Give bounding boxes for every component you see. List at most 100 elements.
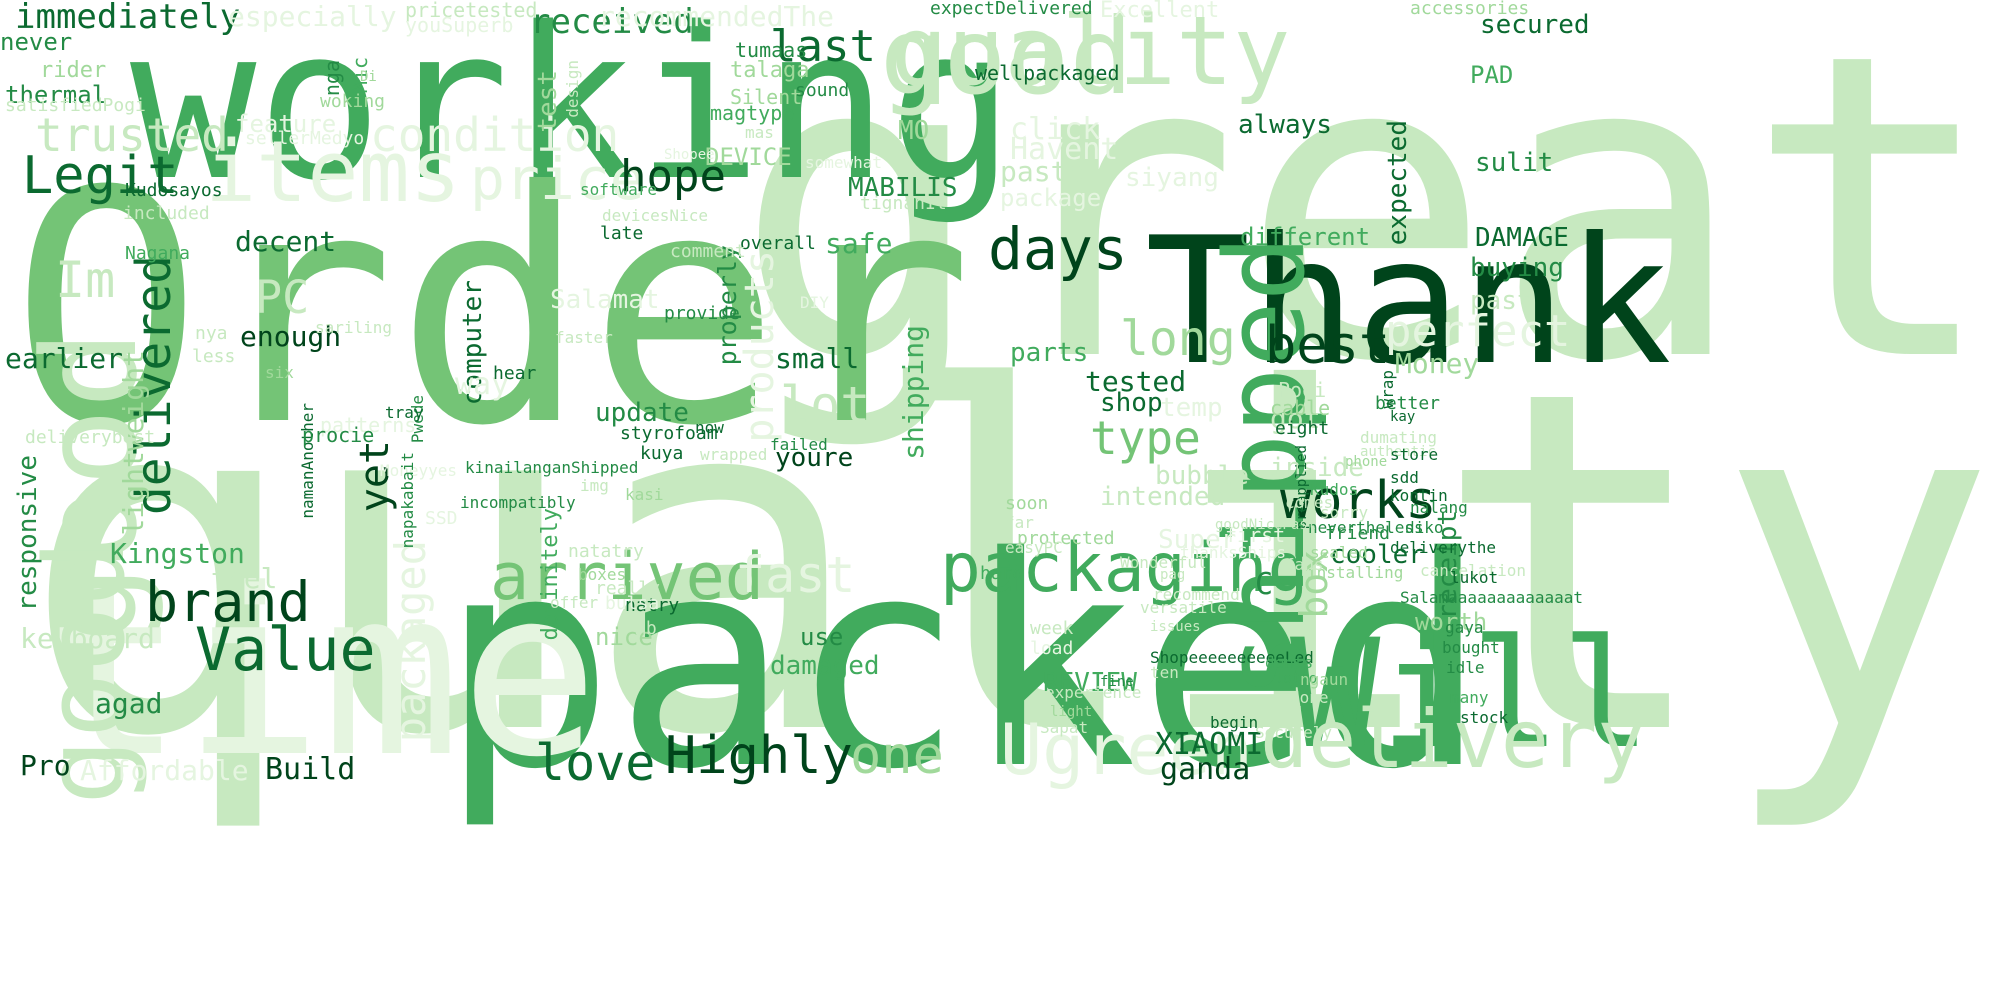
cloud-word: sound [795,80,850,101]
cloud-word: rider [40,58,107,83]
cloud-word: eight [1275,418,1330,439]
cloud-word: REVIEW [1043,668,1137,698]
cloud-word: products [737,250,783,443]
cloud-word: SSD [425,508,458,529]
cloud-word: tignanIt [860,193,947,214]
cloud-word: included [123,203,210,224]
cloud-word: ShopeeeeeeeeeeLed [1150,648,1314,667]
cloud-word: kasi [625,485,664,504]
cloud-word: update [595,398,689,428]
cloud-word: stock [1460,708,1509,727]
cloud-word: Salamat [550,285,660,315]
cloud-word: Pogi [1278,378,1327,402]
cloud-word: Di [360,69,377,85]
cloud-word: nice [595,623,653,651]
cloud-word: wrap [1378,370,1397,409]
cloud-word: Kudosayos [125,180,223,201]
cloud-word: hope [620,151,726,202]
cloud-word: kay [1390,409,1416,425]
cloud-word: failed [770,435,828,454]
cloud-word: comment [670,241,746,262]
cloud-word: worth [1415,608,1488,636]
cloud-word: satisfiedPogi [5,95,146,116]
cloud-word: first [1225,523,1286,547]
cloud-word: Kudos [1310,480,1359,499]
cloud-word: fans [1285,555,1324,574]
cloud-word: youre [775,443,854,473]
cloud-word: really [595,578,661,599]
cloud-word: different [1240,223,1371,251]
cloud-word: Securely [1255,723,1333,742]
cloud-word: last [770,21,876,72]
cloud-word: Will [1290,608,1652,782]
cloud-word: bought [1442,638,1500,657]
cloud-word: one [850,726,944,786]
cloud-word: shipping [897,325,930,460]
cloud-word: DAMAGE [1475,223,1569,253]
cloud-word: never [0,28,73,56]
cloud-word: dents [1265,653,1314,672]
cloud-word: use [800,623,844,651]
cloud-word: nya [195,323,228,344]
cloud-word: decent [235,225,337,258]
cloud-word: mb [635,618,657,639]
cloud-word: immediately [15,0,241,37]
cloud-word: Ugreen [1000,709,1253,791]
cloud-word: Legit [22,146,179,206]
cloud-word: MO [898,116,930,146]
cloud-word: boxes [578,565,627,584]
cloud-word: nalang [1410,498,1468,517]
cloud-word: siyang [1125,163,1219,193]
cloud-word: works [1280,471,1437,531]
cloud-word: safe [825,227,893,260]
cloud-word: deliverybest [25,427,156,448]
cloud-word: price [470,145,645,213]
cloud-word: quality [890,0,1291,107]
cloud-word: magtype [710,101,795,125]
cloud-word: natry [625,595,680,616]
cloud-word: packaging [940,529,1309,608]
cloud-word: dumating [1360,428,1438,447]
cloud-word: pricetested [405,0,538,22]
cloud-word: load [1030,638,1074,659]
cloud-word: hard [980,563,1024,584]
cloud-word: patterns [320,413,417,437]
cloud-word: Order [10,124,974,496]
cloud-word: Salamaaaaaaaaaaaaat [1400,588,1584,607]
cloud-word: type [1090,411,1201,465]
cloud-word: issues [1150,619,1201,635]
cloud-word: C [1255,567,1274,602]
cloud-word: late [600,223,644,244]
cloud-word: condition [370,108,620,162]
cloud-word: accessories [1410,0,1530,19]
cloud-word: begin [1210,713,1259,732]
cloud-word: got [1270,402,1321,435]
cloud-word: soon [1005,493,1049,514]
cloud-word: Shopee [664,147,715,163]
cloud-word: perfect [1385,306,1571,357]
cloud-word: items [205,123,461,222]
cloud-word: recommendedThe [598,0,835,33]
cloud-word: Thank [1145,201,1672,404]
cloud-word: earlier [5,342,124,375]
cloud-word: Im [55,251,116,309]
cloud-word: thermal [5,81,107,109]
cloud-word: way [455,367,510,402]
cloud-word: authentic [1360,444,1436,460]
cloud-word: hear [493,363,537,384]
cloud-word: devicesNice [602,206,708,225]
cloud-word: love [535,734,656,792]
cloud-word: secured [1480,10,1590,40]
cloud-word: kinailanganShipped [465,458,639,477]
cloud-word: far [1005,513,1034,532]
cloud-word: provide [664,303,740,324]
cloud-word: click [1010,112,1101,147]
cloud-word: diko [1405,518,1444,537]
cloud-word: time [45,541,599,808]
cloud-word: done [1290,688,1329,707]
cloud-word: Affordable [80,754,249,787]
cloud-word: working [130,0,1016,227]
cloud-word: pag [1160,567,1186,583]
cloud-word: temp [1160,393,1223,423]
cloud-word: incompatibly [460,493,576,512]
